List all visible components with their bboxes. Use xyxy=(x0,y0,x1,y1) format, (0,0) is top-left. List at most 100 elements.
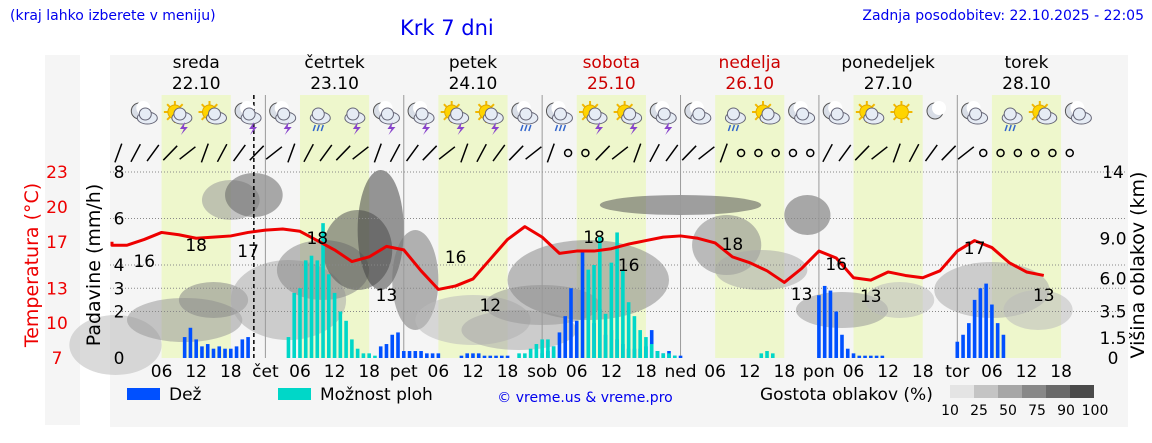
wind-barb-icon xyxy=(719,143,728,163)
rain-bar xyxy=(482,355,487,358)
rain-bar xyxy=(211,348,216,358)
wind-barb-icon xyxy=(405,144,419,162)
rain-bar xyxy=(401,351,406,358)
wind-calm-icon xyxy=(754,148,763,158)
day-name: sobota xyxy=(583,53,641,73)
wind-calm-icon xyxy=(1065,148,1074,158)
wind-barb-icon xyxy=(508,145,524,161)
x-tick-label: 18 xyxy=(358,362,380,382)
moon-rain-icon xyxy=(511,101,539,132)
wind-barb-icon xyxy=(249,145,265,161)
cloud-density-patch xyxy=(784,195,831,235)
page-title: Krk 7 dni xyxy=(400,16,494,40)
wind-barb-icon xyxy=(460,143,469,163)
day-name: četrtek xyxy=(304,53,365,73)
rain-bar xyxy=(246,337,250,358)
temperature-label: 18 xyxy=(306,229,328,249)
wind-barb-icon xyxy=(854,145,870,161)
wind-barb-icon xyxy=(611,146,629,160)
shower-bar xyxy=(598,237,602,358)
wind-calm-icon xyxy=(1048,148,1057,158)
rain-bar xyxy=(840,334,844,358)
cloud-density-swatch xyxy=(1022,385,1046,398)
wind-barb-icon xyxy=(633,143,642,163)
cloud-rain-icon xyxy=(724,107,746,132)
rain-bar xyxy=(384,344,389,358)
sun-thunder-icon xyxy=(613,101,643,135)
shower-bar xyxy=(667,353,671,358)
day-date: 25.10 xyxy=(587,74,636,94)
x-tick-label: 06 xyxy=(289,362,311,382)
cloud-density-level: 100 xyxy=(1082,403,1109,419)
x-tick-label: 18 xyxy=(220,362,242,382)
temperature-label: 18 xyxy=(185,236,207,256)
rain-bar xyxy=(396,332,400,358)
cloud-density-swatch xyxy=(950,385,974,398)
day-date: 27.10 xyxy=(864,74,913,94)
temperature-label: 16 xyxy=(825,255,847,275)
x-tick-label: čet xyxy=(252,362,279,382)
region-hint[interactable]: (kraj lahko izberete v meniju) xyxy=(10,8,216,24)
rain-bar xyxy=(880,355,885,358)
wind-calm-icon xyxy=(1013,148,1023,158)
wind-barb-icon xyxy=(130,143,142,163)
temperature-label: 16 xyxy=(445,248,467,268)
y-tick-label: 6 xyxy=(114,210,125,230)
day-date: 24.10 xyxy=(449,74,498,94)
rain-bar xyxy=(419,351,423,358)
rain-bar xyxy=(476,353,481,358)
shower-bar xyxy=(770,353,775,358)
y-tick-label: 0 xyxy=(114,349,125,369)
rain-bar xyxy=(972,299,977,358)
cloud-height-tick: 1.5 xyxy=(1099,329,1126,349)
rain-bar xyxy=(574,320,579,358)
temperature-label: 17 xyxy=(237,242,259,262)
rain-bar xyxy=(845,348,850,358)
wind-barb-icon xyxy=(838,144,852,162)
wind-barb-icon xyxy=(389,143,401,163)
shower-bar xyxy=(586,269,591,358)
rain-bar xyxy=(223,348,227,358)
wind-barb-icon xyxy=(216,143,228,163)
sun-cloud-icon xyxy=(752,101,781,125)
sun-thunder-icon xyxy=(475,101,504,135)
x-tick-label: 12 xyxy=(324,362,346,382)
temperature-label: 16 xyxy=(618,256,640,276)
temperature-label: 13 xyxy=(860,287,882,307)
moon-cloud-icon xyxy=(961,101,989,125)
x-tick-label: ned xyxy=(665,362,697,382)
wind-barb-icon xyxy=(287,143,296,163)
sun-thunder-icon xyxy=(440,101,470,135)
rain-bar xyxy=(995,323,1000,358)
rain-bar xyxy=(563,316,568,358)
rain-bar xyxy=(580,251,585,358)
wind-barb-icon xyxy=(303,143,314,163)
rain-bar xyxy=(961,334,965,358)
temp-tick-label: 20 xyxy=(46,198,68,218)
copyright-link[interactable]: © vreme.us & vreme.pro xyxy=(497,390,672,406)
shower-bar xyxy=(327,274,331,358)
cloud-height-tick: 0 xyxy=(1108,349,1119,369)
shower-bar xyxy=(286,337,291,358)
rain-bar xyxy=(817,295,821,358)
shower-bar xyxy=(338,311,343,358)
wind-barb-icon xyxy=(871,146,888,160)
rain-bar xyxy=(407,351,412,358)
rain-bar xyxy=(188,327,193,358)
rain-bar xyxy=(678,355,683,358)
day-name: sreda xyxy=(173,53,220,73)
cloud-density-patch xyxy=(1003,290,1073,330)
temperature-label: 17 xyxy=(964,239,986,259)
shower-bar xyxy=(759,353,764,358)
x-tick-label: 06 xyxy=(428,362,450,382)
shower-bar xyxy=(361,353,366,358)
x-tick-label: 18 xyxy=(497,362,519,382)
rain-bar xyxy=(413,351,418,358)
temperature-label: 12 xyxy=(479,296,501,316)
moon-thunder-icon xyxy=(407,101,435,135)
shower-bar xyxy=(765,351,769,358)
x-tick-label: tor xyxy=(945,362,969,382)
shower-bar xyxy=(298,288,302,358)
rain-bar xyxy=(978,288,983,358)
rain-bar xyxy=(984,283,988,358)
